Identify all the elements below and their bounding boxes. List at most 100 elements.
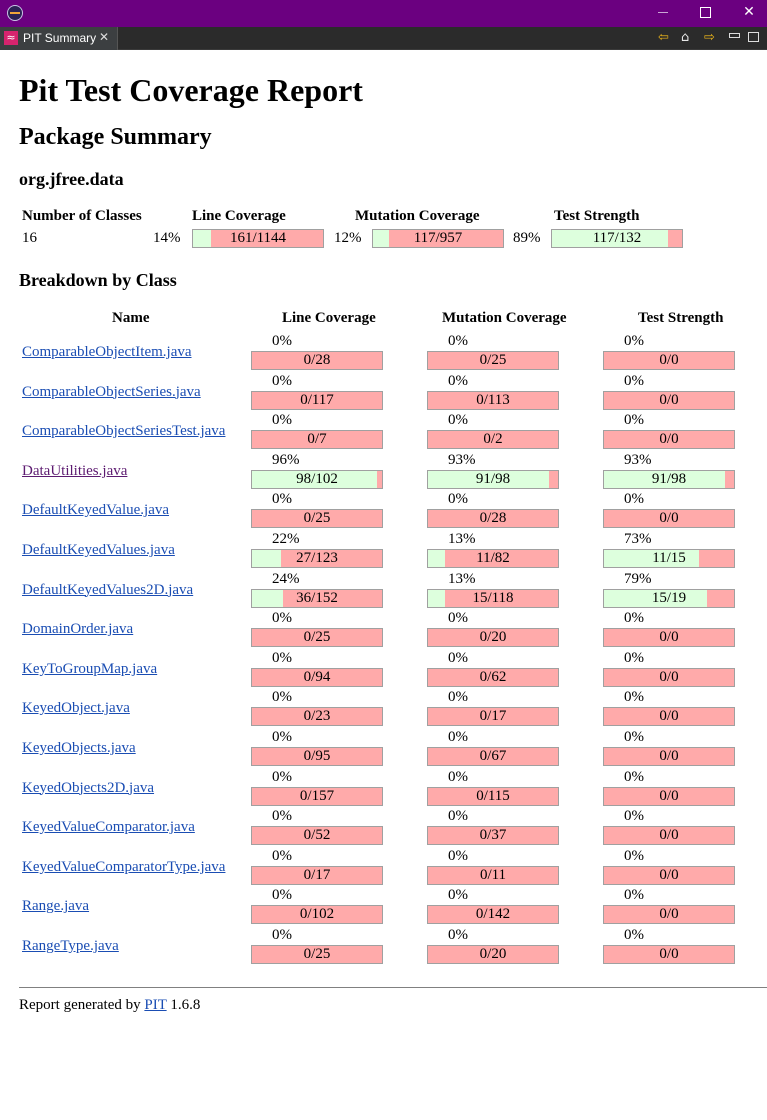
mutation-coverage-bar: 0/25 <box>427 351 559 370</box>
column-header-strength: Test Strength <box>638 310 724 326</box>
close-button[interactable]: ✕ <box>726 0 767 27</box>
strength-coverage-ratio: 0/0 <box>659 352 679 368</box>
class-link[interactable]: DefaultKeyedValue.java <box>22 502 170 519</box>
pit-link[interactable]: PIT <box>144 997 167 1013</box>
pit-icon: ≈ <box>4 31 18 45</box>
strength-coverage-ratio: 0/0 <box>659 906 679 923</box>
line-coverage-pct: 24% <box>272 570 300 587</box>
line-coverage-bar: 0/52 <box>251 826 383 846</box>
class-link[interactable]: DomainOrder.java <box>22 621 134 638</box>
mutation-coverage-ratio: 0/67 <box>479 748 507 764</box>
line-coverage-ratio: 0/28 <box>303 352 331 368</box>
mutation-coverage-pct: 13% <box>448 570 476 587</box>
line-coverage-bar: 0/25 <box>251 945 383 964</box>
strength-coverage-ratio: 0/0 <box>659 866 679 883</box>
mutation-coverage-ratio: 0/62 <box>479 668 507 685</box>
line-coverage-ratio: 27/123 <box>296 550 338 566</box>
line-coverage-bar: 27/123 <box>251 549 383 568</box>
table-row: KeyedObjects2D.java 0% 0/157 0% 0/115 0% 0/0 <box>0 769 767 814</box>
line-coverage-pct: 0% <box>272 333 292 349</box>
line-coverage-bar: 0/7 <box>251 430 383 450</box>
line-coverage-pct: 0% <box>272 847 292 864</box>
class-link[interactable]: Range.java <box>22 898 90 915</box>
mutation-coverage-pct: 13% <box>448 531 476 547</box>
view-maximize-icon[interactable] <box>748 32 759 42</box>
mutation-coverage-bar: 0/115 <box>427 786 559 806</box>
mutation-coverage-ratio: 0/142 <box>475 906 511 923</box>
strength-coverage-pct: 0% <box>624 808 644 825</box>
class-link[interactable]: ComparableObjectItem.java <box>22 344 192 360</box>
strength-coverage-bar: 0/0 <box>603 786 735 806</box>
line-coverage-ratio: 0/25 <box>303 629 331 646</box>
mutation-coverage-pct: 93% <box>448 451 476 468</box>
summary-mutation-bar: 117/957 <box>372 229 504 248</box>
table-row: KeyToGroupMap.java 0% 0/94 0% 0/62 0% 0/0 <box>0 650 767 695</box>
mutation-coverage-pct: 0% <box>448 689 468 706</box>
strength-coverage-bar: 0/0 <box>603 865 735 885</box>
class-link[interactable]: KeyedValueComparatorType.java <box>22 858 226 875</box>
report-content: Pit Test Coverage Report Package Summary… <box>0 50 767 1120</box>
mutation-coverage-pct: 0% <box>448 412 468 429</box>
tab-pit-summary[interactable]: ≈ PIT Summary ✕ <box>0 27 118 50</box>
class-link[interactable]: DataUtilities.java <box>22 462 128 479</box>
home-icon[interactable]: ⌂ <box>681 30 690 45</box>
strength-coverage-ratio: 0/0 <box>659 748 679 764</box>
mutation-coverage-ratio: 0/115 <box>476 787 510 804</box>
maximize-button[interactable] <box>682 0 728 27</box>
class-link[interactable]: DefaultKeyedValues.java <box>22 542 175 558</box>
forward-arrow-icon[interactable]: ⇨ <box>704 30 715 45</box>
mutation-coverage-ratio: 0/17 <box>479 708 507 725</box>
mutation-coverage-pct: 0% <box>448 372 468 389</box>
mutation-coverage-pct: 0% <box>448 808 468 825</box>
table-row: DataUtilities.java 96% 98/102 93% 91/98 93% 91… <box>0 452 767 497</box>
mutation-coverage-ratio: 0/25 <box>479 352 507 368</box>
footer-version: 1.6.8 <box>170 997 201 1013</box>
class-link[interactable]: DefaultKeyedValues2D.java <box>22 581 194 598</box>
summary-classes-count: 16 <box>22 230 37 246</box>
class-link[interactable]: KeyedObjects2D.java <box>22 779 155 796</box>
mutation-coverage-ratio: 15/118 <box>472 589 514 606</box>
summary-header-strength: Test Strength <box>554 208 640 224</box>
view-minimize-icon[interactable] <box>729 33 740 38</box>
class-link[interactable]: ComparableObjectSeries.java <box>22 383 201 400</box>
summary-strength-bar: 117/132 <box>551 229 683 248</box>
back-arrow-icon[interactable]: ⇦ <box>658 30 669 45</box>
table-row: RangeType.java 0% 0/25 0% 0/20 0% 0/0 <box>0 927 767 972</box>
footer: Report generated by PIT 1.6.8 <box>19 997 200 1014</box>
mutation-coverage-bar: 0/2 <box>427 430 559 450</box>
mutation-coverage-pct: 0% <box>448 491 468 508</box>
eclipse-app-icon <box>7 5 23 21</box>
line-coverage-pct: 0% <box>272 887 292 904</box>
mutation-coverage-bar: 0/28 <box>427 509 559 529</box>
table-row: ComparableObjectSeriesTest.java 0% 0/7 0% 0/… <box>0 412 767 457</box>
line-coverage-bar: 0/25 <box>251 509 383 529</box>
line-coverage-pct: 22% <box>272 531 300 547</box>
coverage-fill <box>193 230 212 247</box>
report-title: Pit Test Coverage Report <box>19 72 363 108</box>
line-coverage-bar: 0/157 <box>251 786 383 806</box>
mutation-coverage-pct: 0% <box>448 927 468 943</box>
class-link[interactable]: KeyedObject.java <box>22 700 130 717</box>
class-link[interactable]: KeyedObjects.java <box>22 740 136 756</box>
table-row: Range.java 0% 0/102 0% 0/142 0% 0/0 <box>0 887 767 932</box>
strength-coverage-bar: 91/98 <box>603 469 735 489</box>
line-coverage-pct: 96% <box>272 451 300 468</box>
class-link[interactable]: ComparableObjectSeriesTest.java <box>22 423 226 440</box>
mutation-coverage-ratio: 11/82 <box>476 550 510 566</box>
column-header-line: Line Coverage <box>282 310 376 326</box>
line-coverage-bar: 0/102 <box>251 905 383 925</box>
class-link[interactable]: KeyToGroupMap.java <box>22 660 158 677</box>
strength-coverage-ratio: 0/0 <box>659 787 679 804</box>
line-coverage-ratio: 0/102 <box>299 906 335 923</box>
line-coverage-bar: 0/28 <box>251 351 383 370</box>
strength-coverage-bar: 0/0 <box>603 390 735 410</box>
line-coverage-ratio: 0/52 <box>303 827 331 844</box>
line-coverage-ratio: 0/17 <box>303 866 331 883</box>
class-link[interactable]: KeyedValueComparator.java <box>22 819 195 836</box>
minimize-button[interactable] <box>640 0 686 27</box>
line-coverage-ratio: 0/95 <box>303 748 331 764</box>
coverage-fill <box>428 589 445 607</box>
tab-close-icon[interactable]: ✕ <box>99 30 110 44</box>
line-coverage-ratio: 0/25 <box>303 946 331 962</box>
class-link[interactable]: RangeType.java <box>22 938 119 954</box>
